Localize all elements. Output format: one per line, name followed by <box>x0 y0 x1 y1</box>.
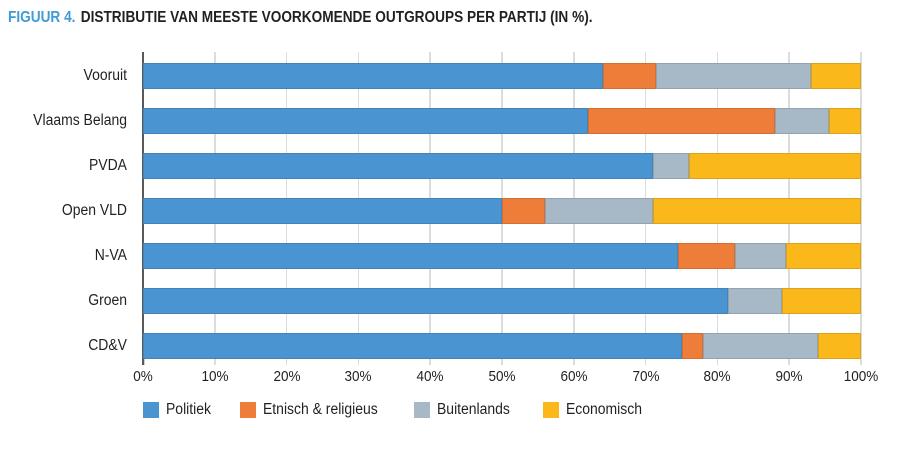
bar-row <box>143 108 861 134</box>
legend: Politiek Etnisch & religieus Buitenlands Ec… <box>143 401 674 419</box>
bar-segment <box>681 333 704 359</box>
bar-segment <box>677 243 736 269</box>
figure-label: FIGUUR 4. <box>8 9 76 26</box>
legend-item: Economisch <box>542 401 650 419</box>
bar-segment <box>143 198 502 224</box>
bar-segment <box>774 108 829 134</box>
bar-segment <box>652 153 689 179</box>
bar-row <box>143 333 861 359</box>
bar-segment <box>828 108 861 134</box>
legend-swatch <box>414 402 431 418</box>
category-label: Groen <box>88 292 127 309</box>
figure-title-text: DISTRIBUTIE VAN MEESTE VOORKOMENDE OUTGR… <box>80 9 593 26</box>
x-tick-label: 10% <box>201 368 229 385</box>
bar-segment <box>502 198 546 224</box>
legend-swatch <box>239 402 256 418</box>
bar-segment <box>143 108 589 134</box>
bar-segment <box>588 108 775 134</box>
x-tick-label: 60% <box>560 368 588 385</box>
x-tick-label: 40% <box>416 368 444 385</box>
bar-segment <box>143 63 603 89</box>
bar-segment <box>817 333 861 359</box>
legend-label: Etnisch & religieus <box>262 401 378 418</box>
bar-segment <box>143 153 653 179</box>
bar-row <box>143 153 861 179</box>
category-label: N-VA <box>94 247 127 264</box>
bar-segment <box>143 243 678 269</box>
category-label: Vooruit <box>83 67 127 84</box>
bar-segment <box>703 333 818 359</box>
bar-row <box>143 243 861 269</box>
x-tick-label: 100% <box>843 368 879 385</box>
x-tick-label: 20% <box>273 368 301 385</box>
x-tick-label: 50% <box>488 368 516 385</box>
bar-segment <box>728 288 782 314</box>
bar-segment <box>143 333 682 359</box>
bar-segment <box>143 288 729 314</box>
figure-title: FIGUUR 4. DISTRIBUTIE VAN MEESTE VOORKOME… <box>8 9 593 27</box>
legend-item: Buitenlands <box>414 401 518 419</box>
x-tick-mark <box>143 358 145 365</box>
plot-area: 0% 10% 20% 30% 40% 50% 60% 70% 80% 90% 100% <box>133 52 878 385</box>
category-label: Open VLD <box>61 202 127 219</box>
bar-segment <box>688 153 861 179</box>
bar-segment <box>602 63 657 89</box>
bar-segment <box>782 288 861 314</box>
bar-segment <box>785 243 861 269</box>
category-label: Vlaams Belang <box>33 112 127 129</box>
legend-item: Etnisch & religieus <box>239 401 391 419</box>
legend-label: Economisch <box>565 401 642 418</box>
legend-label: Buitenlands <box>437 401 511 418</box>
bar-row <box>143 198 861 224</box>
x-tick-label: 80% <box>703 368 731 385</box>
category-label: PVDA <box>89 157 127 174</box>
legend-label: Politiek <box>166 401 211 418</box>
bar-row <box>143 63 861 89</box>
bar-segment <box>735 243 786 269</box>
legend-swatch <box>143 402 159 418</box>
category-label: CD&V <box>88 337 127 354</box>
legend-item: Politiek <box>143 401 216 419</box>
x-tick-label: 30% <box>344 368 372 385</box>
x-tick-label: 0% <box>133 368 153 385</box>
bar-segment <box>652 198 861 224</box>
gridline <box>860 52 862 365</box>
bar-segment <box>810 63 861 89</box>
x-tick-label: 70% <box>632 368 660 385</box>
x-tick-label: 90% <box>775 368 803 385</box>
bar-segment <box>545 198 653 224</box>
y-axis-line <box>142 52 144 365</box>
legend-swatch <box>542 402 559 418</box>
bar-row <box>143 288 861 314</box>
bar-segment <box>656 63 811 89</box>
